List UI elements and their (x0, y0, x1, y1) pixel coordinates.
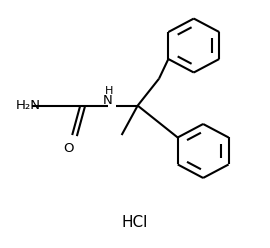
Text: N: N (103, 94, 113, 107)
Text: O: O (64, 142, 74, 155)
Text: H₂N: H₂N (16, 99, 41, 112)
Text: HCl: HCl (122, 215, 148, 230)
Text: H: H (105, 86, 113, 96)
